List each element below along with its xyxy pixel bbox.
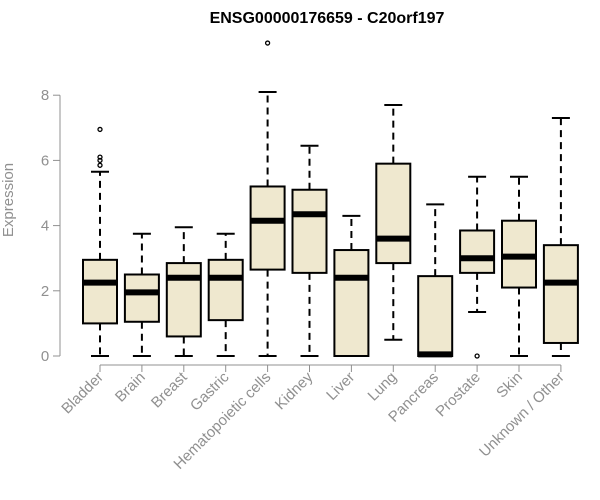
y-axis-label: Expression <box>0 163 17 237</box>
y-tick-label: 8 <box>41 87 49 104</box>
x-tick-label: Lung <box>365 369 401 405</box>
x-tick-label: Liver <box>323 369 358 404</box>
outlier-point <box>97 154 103 160</box>
y-tick-label: 4 <box>41 218 49 235</box>
x-tick-label: Bladder <box>58 369 107 418</box>
box-body <box>249 185 286 271</box>
box-brain <box>123 232 160 357</box>
x-tick-label: Kidney <box>272 368 317 413</box>
outlier-point <box>97 157 103 164</box>
y-axis: 0 2 4 6 8 <box>41 87 61 365</box>
box-body <box>207 258 244 322</box>
outlier-point <box>97 126 103 133</box>
box-body <box>417 275 454 358</box>
y-tick-label: 2 <box>41 283 49 300</box>
box-lung <box>375 103 412 341</box>
boxes <box>82 40 579 359</box>
box-bladder <box>82 126 118 357</box>
box-liver <box>333 214 370 357</box>
box-pancreas <box>417 203 454 358</box>
outlier-point <box>97 162 103 168</box>
y-tick-label: 0 <box>41 348 49 365</box>
chart-title: ENSG00000176659 - C20orf197 <box>210 10 445 27</box>
box-body <box>165 262 202 338</box>
box-body <box>123 273 160 323</box>
box-body <box>459 229 496 274</box>
box-body <box>542 244 579 344</box>
outlier-point <box>474 353 480 359</box>
box-body <box>333 249 370 357</box>
box-body <box>82 258 118 325</box>
box-gastric <box>207 232 244 357</box>
box-unknown-other <box>542 117 579 357</box>
x-tick-label: Breast <box>148 368 191 411</box>
x-tick-label: Skin <box>493 369 526 402</box>
y-tick-label: 6 <box>41 152 49 169</box>
box-hematopoietic-cells <box>249 40 286 357</box>
x-tick-label: Prostate <box>432 369 484 421</box>
outlier-point <box>264 40 271 46</box>
box-body <box>375 162 412 265</box>
box-skin <box>501 175 537 357</box>
box-body <box>291 188 328 274</box>
box-kidney <box>291 144 328 357</box>
x-tick-label: Brain <box>112 369 149 406</box>
box-prostate <box>459 175 496 359</box>
box-breast <box>165 226 202 357</box>
